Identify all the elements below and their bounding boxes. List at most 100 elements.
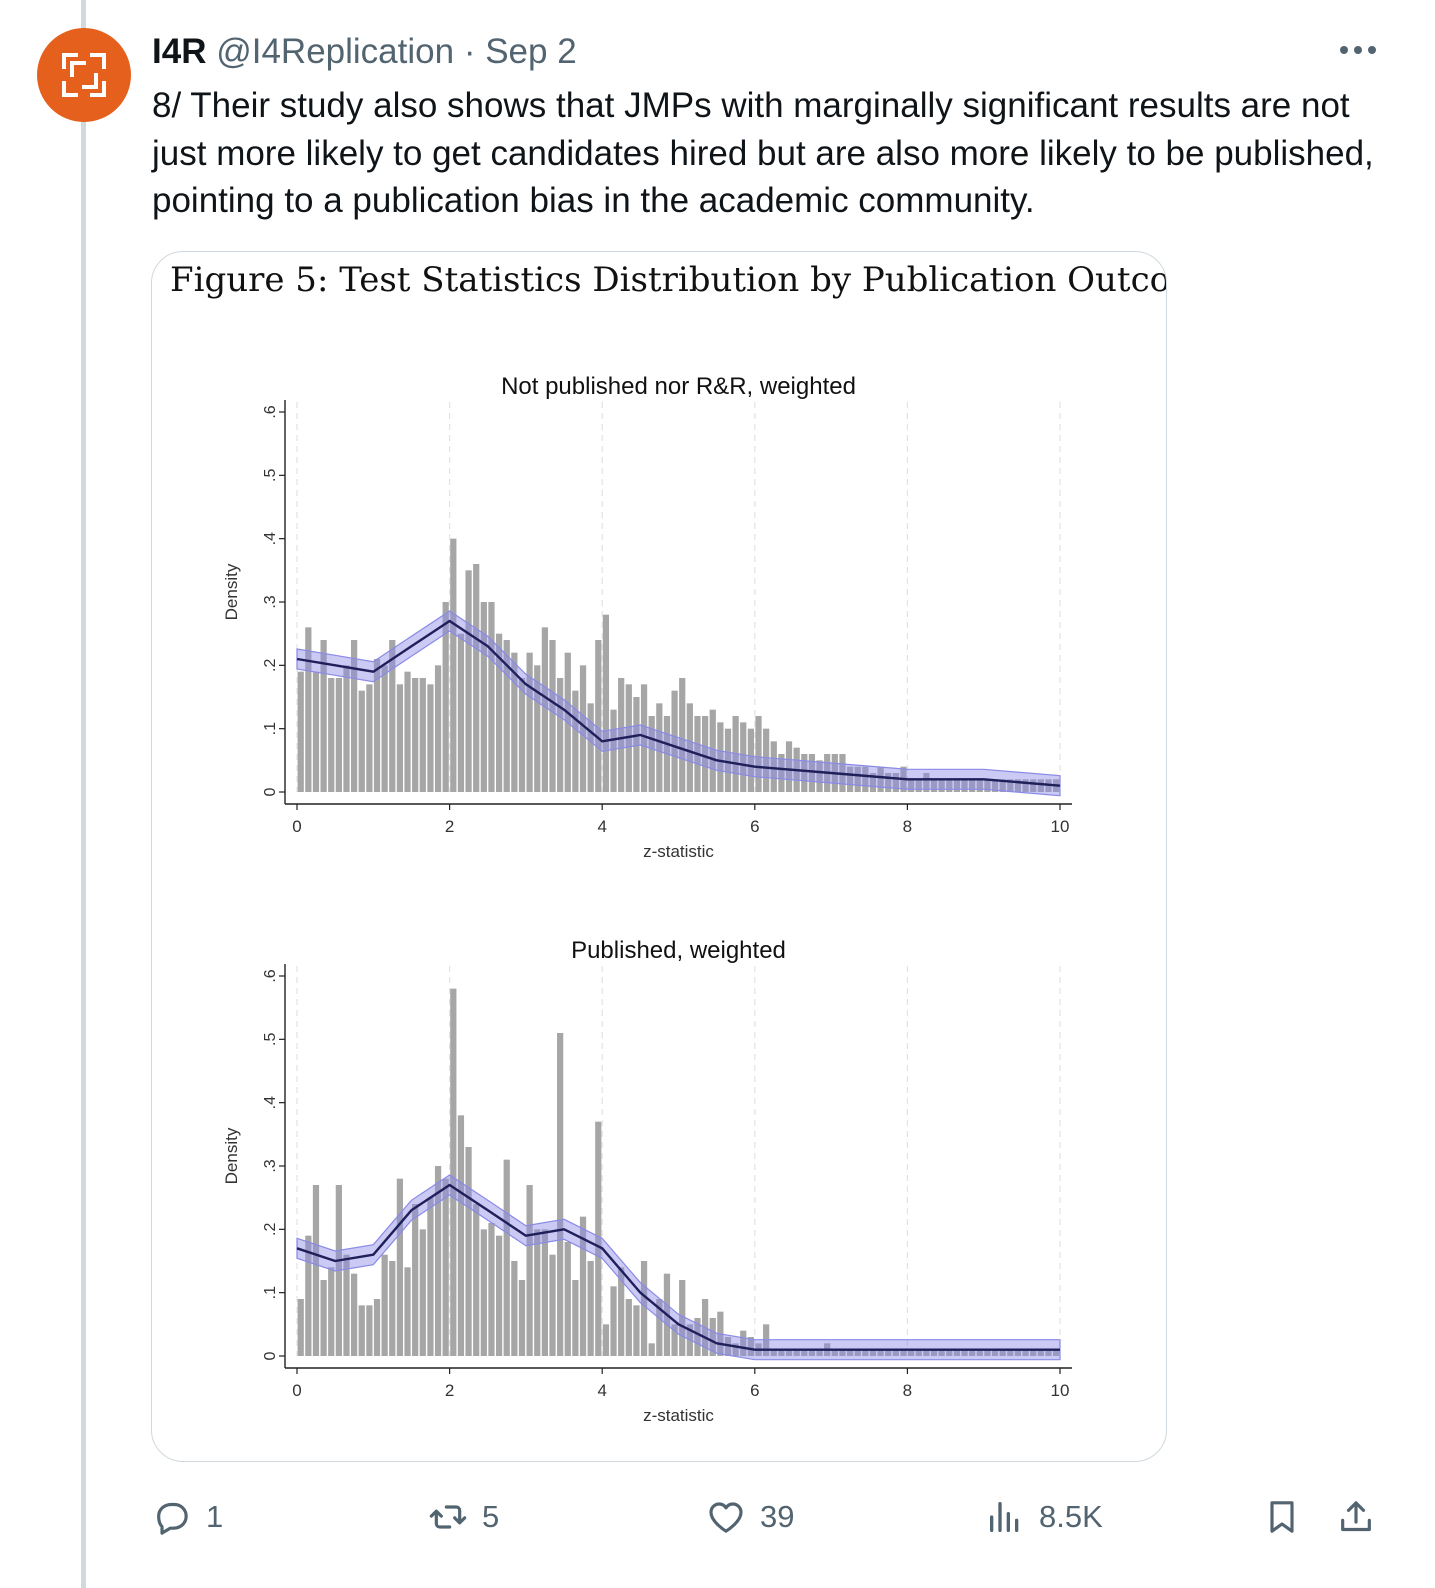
histogram-bar [503, 1159, 510, 1356]
kde-line [296, 1183, 1060, 1351]
histogram-bar [724, 728, 732, 792]
histogram-bar [373, 1299, 381, 1356]
histogram-bar [908, 779, 915, 792]
share-button[interactable] [1336, 1490, 1376, 1544]
histogram-bar [366, 1305, 373, 1356]
histogram-bar [770, 741, 777, 792]
histogram-bar [976, 1349, 983, 1356]
histogram-bar [885, 1349, 892, 1356]
histogram-bar [839, 1349, 846, 1356]
histogram-bar [534, 665, 541, 792]
histogram-bar [312, 671, 320, 792]
histogram-bar [518, 1280, 526, 1356]
bookmark-button[interactable] [1262, 1490, 1302, 1544]
histogram-bar [1007, 1349, 1014, 1356]
histogram-bar [343, 1254, 350, 1356]
histogram-bar [892, 773, 899, 792]
histogram-bar [587, 1261, 594, 1356]
histogram-bar [717, 722, 724, 792]
x-tick-label: 4 [597, 817, 606, 836]
histogram-bar [763, 728, 770, 792]
histogram-bar [419, 678, 426, 792]
histogram-bar [938, 1349, 945, 1356]
y-tick-label: .2 [262, 659, 279, 672]
histogram-bar [511, 652, 518, 792]
y-tick-label: .1 [262, 1286, 279, 1299]
avatar[interactable] [37, 28, 131, 122]
histogram-bar [785, 1349, 793, 1356]
chart-not-published: Not published nor R&R, weighted 0 .1 .2 .3 .4… [152, 352, 1166, 892]
histogram-bar [328, 678, 335, 792]
tweet-media-image[interactable]: Figure 5: Test Statistics Distribution b… [151, 251, 1167, 1462]
histogram-bar [648, 1343, 655, 1356]
y-tick-label: .5 [262, 469, 279, 482]
histogram-bar [595, 1121, 602, 1356]
histogram-bar [595, 640, 602, 792]
repost-button[interactable]: 5 [428, 1490, 499, 1544]
histogram-bar [518, 678, 526, 792]
histogram-bar [320, 640, 327, 792]
x-tick-label: 0 [292, 817, 301, 836]
author-name[interactable]: I4R [152, 32, 207, 71]
histogram-bar [557, 1033, 564, 1356]
histogram-bar [854, 1349, 861, 1356]
x-tick-label: 2 [445, 817, 454, 836]
histogram-bar [869, 1349, 877, 1356]
author-handle[interactable]: @I4Replication [216, 32, 455, 71]
reply-button[interactable]: 1 [152, 1490, 223, 1544]
histogram-bar [976, 779, 983, 792]
histogram-bar [450, 988, 457, 1356]
histogram-bar [526, 1185, 533, 1356]
histogram-bar [404, 671, 411, 792]
histogram-bar [373, 659, 381, 792]
views-count: 8.5K [1039, 1499, 1103, 1534]
histogram-bar [1022, 1349, 1029, 1356]
y-tick-label: .1 [262, 722, 279, 735]
more-options-button[interactable] [1338, 30, 1378, 70]
y-tick-label: .6 [262, 405, 279, 418]
histogram-bar [877, 1349, 884, 1356]
chart-published: Published, weighted 0 .1 .2 .3 .4 .5 .6 0 2 4 6 8 10 z… [152, 916, 1166, 1456]
views-button[interactable]: 8.5K [985, 1490, 1103, 1544]
kde-line [296, 619, 1061, 787]
histogram-bar [640, 1261, 648, 1356]
histogram-bar [1045, 1349, 1052, 1356]
tweet-date[interactable]: Sep 2 [485, 32, 577, 71]
histogram-bar [679, 678, 686, 792]
histogram-bar [343, 665, 350, 792]
histogram-bar [862, 1349, 869, 1356]
histogram-bar [816, 760, 823, 792]
histogram-bar [320, 1280, 327, 1356]
x-tick-label: 4 [597, 1381, 606, 1400]
histogram-bar [557, 678, 564, 792]
more-icon [1340, 46, 1376, 54]
x-axis-label: z-statistic [643, 1406, 714, 1425]
histogram-bar [427, 684, 434, 792]
histogram-bar [1014, 1349, 1022, 1356]
histogram-bar [908, 1349, 915, 1356]
x-tick-label: 6 [750, 1381, 759, 1400]
histogram-bar [412, 1204, 419, 1356]
chart-title: Not published nor R&R, weighted [501, 373, 856, 400]
histogram-bar [969, 1349, 976, 1356]
histogram-bar [778, 1349, 785, 1356]
histogram-bar [404, 1267, 411, 1356]
histogram-bar [1014, 779, 1022, 792]
histogram-bar [930, 779, 938, 792]
histogram-bar [442, 602, 449, 792]
histogram-bar [686, 703, 693, 792]
share-icon [1341, 1501, 1371, 1532]
histogram-bar [846, 1349, 854, 1356]
histogram-bar [915, 779, 922, 792]
histogram-bar [1052, 1349, 1060, 1356]
y-tick-label: .3 [262, 595, 279, 608]
histogram-bar [984, 779, 991, 792]
histogram-bar [633, 697, 640, 792]
bookmark-icon [1270, 1501, 1294, 1533]
histogram-bar [457, 633, 465, 792]
like-button[interactable]: 39 [706, 1490, 794, 1544]
histogram-bar [778, 754, 785, 792]
x-axis-label: z-statistic [643, 842, 714, 861]
histogram-bar [991, 1349, 999, 1356]
histogram-bar [335, 678, 342, 792]
